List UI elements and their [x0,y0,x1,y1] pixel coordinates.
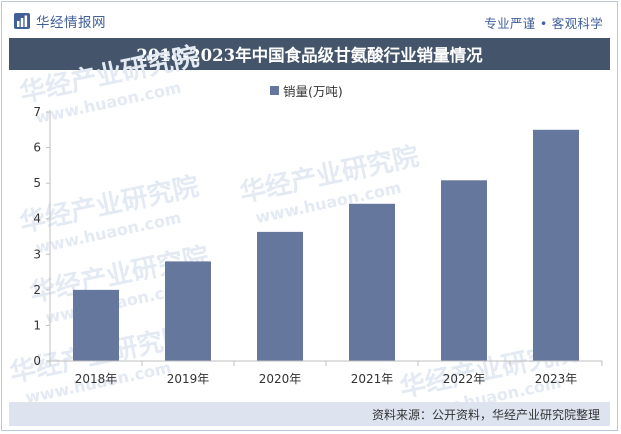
bar-2022年 [441,180,487,361]
y-tick-label: 7 [33,105,41,119]
y-tick-label: 5 [33,176,41,190]
bar-2020年 [257,231,303,361]
y-tick-label: 2 [33,283,41,297]
x-tick-label: 2023年 [535,372,578,386]
header: 华经情报网 专业严谨 • 客观科学 [2,2,617,42]
x-tick-label: 2022年 [443,372,486,386]
legend-label: 销量(万吨) [283,84,343,99]
bar-2019年 [165,261,211,361]
axes: 0 1 2 3 4 5 6 7 2018年 2019年 2020年 2021年 2022年 2023年 [33,105,603,386]
x-tick-label: 2020年 [259,372,302,386]
source-note: 资料来源：公开资料，华经产业研究院整理 [371,408,600,422]
bar-chart-logo-icon [14,13,30,29]
y-tick-label: 3 [33,247,41,261]
footer: 资料来源：公开资料，华经产业研究院整理 [9,402,610,426]
legend: 销量(万吨) [270,81,343,100]
chart-title-bar: 2018-2023年中国食品级甘氨酸行业销量情况 [9,38,610,70]
bars [73,129,579,361]
bar-2023年 [533,129,579,361]
brand-name: 华经情报网 [36,15,106,31]
y-tick-label: 0 [33,354,41,368]
y-tick-label: 4 [33,212,41,226]
legend-swatch [270,86,279,95]
x-tick-label: 2019年 [167,372,210,386]
chart-title: 2018-2023年中国食品级甘氨酸行业销量情况 [136,46,483,65]
brand: 华经情报网 [13,11,106,31]
x-tick-label: 2021年 [351,372,394,386]
y-tick-label: 1 [33,318,41,332]
brand-slogan: 专业严谨 • 客观科学 [484,16,603,31]
bar-2018年 [73,289,119,361]
x-tick-label: 2018年 [75,372,118,386]
y-tick-label: 6 [33,141,41,155]
bar-2021年 [349,203,395,361]
bar-chart: 华经产业研究院www.huaon.com华经产业研究院www.huaon.com… [7,41,603,402]
